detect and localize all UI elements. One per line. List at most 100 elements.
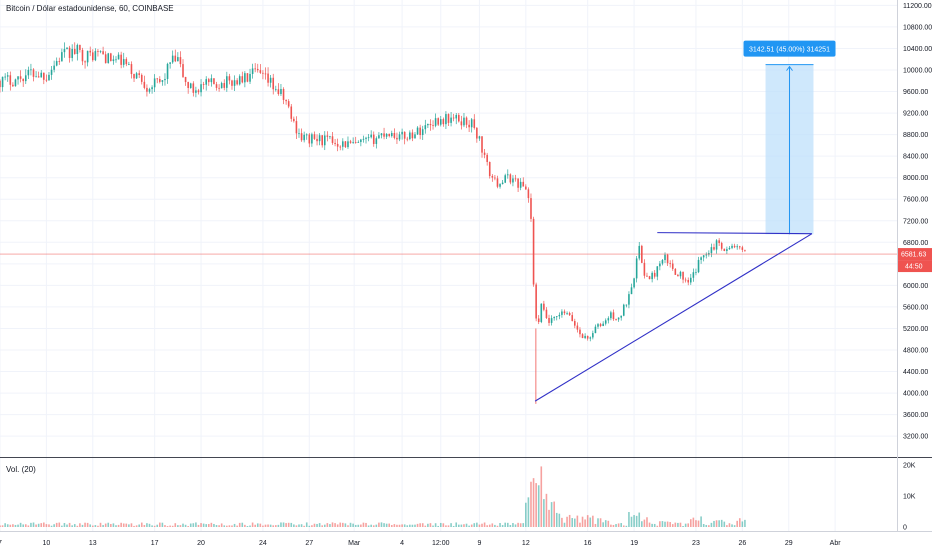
candle-body bbox=[275, 89, 277, 91]
candle-body bbox=[215, 84, 218, 88]
candle-body bbox=[437, 118, 439, 125]
candle-body bbox=[32, 69, 35, 77]
pane-divider[interactable] bbox=[0, 0, 932, 532]
volume-bar bbox=[372, 525, 375, 527]
volume-bar bbox=[189, 523, 192, 527]
volume-bar bbox=[22, 524, 24, 527]
volume-bar bbox=[50, 525, 53, 527]
volume-bar bbox=[164, 525, 166, 527]
volume-bar bbox=[135, 525, 138, 527]
volume-bar bbox=[602, 522, 604, 527]
volume-bar bbox=[282, 522, 285, 527]
candle-body bbox=[566, 312, 568, 314]
candle-body bbox=[153, 78, 156, 88]
candle-body bbox=[164, 78, 166, 81]
candle-body bbox=[37, 76, 40, 78]
volume-bar bbox=[1, 525, 4, 527]
candle-body bbox=[349, 141, 352, 143]
candle-body bbox=[499, 184, 501, 187]
price-candles[interactable] bbox=[0, 42, 746, 404]
time-tick-label: 12 bbox=[522, 540, 530, 547]
volume-bar bbox=[313, 523, 316, 527]
volume-bar bbox=[48, 524, 50, 527]
candle-body bbox=[61, 52, 63, 62]
price-tick-label: 9200.00 bbox=[903, 111, 928, 118]
candle-body bbox=[84, 61, 86, 63]
candle-body bbox=[280, 88, 282, 95]
volume-bar bbox=[460, 524, 463, 527]
volume-bar bbox=[153, 525, 156, 527]
volume-bar bbox=[128, 524, 130, 527]
candle-body bbox=[4, 76, 6, 78]
candle-body bbox=[396, 137, 398, 140]
price-axis[interactable]: 3200.00 3600.00 4000.00 4400.00 4800.00 5200.… bbox=[898, 3, 932, 441]
volume-bar bbox=[494, 524, 496, 527]
volume-bar bbox=[210, 522, 213, 527]
candle-body bbox=[323, 135, 326, 146]
volume-bar bbox=[9, 524, 12, 527]
candle-body bbox=[679, 271, 682, 277]
volume-legend[interactable]: Vol. (20) bbox=[6, 465, 36, 474]
time-axis[interactable]: 7 10 13 17 20 24 27 Mar 4 12:00 9 12 16 19 23 26 29 Abr bbox=[0, 540, 841, 547]
grid-lines bbox=[0, 0, 897, 531]
candle-body bbox=[584, 335, 586, 339]
volume-bar bbox=[24, 524, 27, 527]
volume-bar bbox=[432, 525, 434, 527]
candle-body bbox=[455, 114, 458, 119]
symbol-title[interactable]: Bitcoin / Dólar estadounidense, 60, COIN… bbox=[6, 4, 174, 13]
candle-body bbox=[370, 134, 372, 138]
volume-bar bbox=[259, 523, 262, 527]
candle-body bbox=[548, 317, 550, 323]
volume-bar bbox=[651, 523, 653, 527]
volume-bar bbox=[689, 519, 692, 527]
candle-body bbox=[414, 134, 416, 139]
volume-bar bbox=[445, 525, 447, 527]
candle-body bbox=[311, 134, 313, 144]
volume-bar bbox=[58, 522, 61, 527]
volume-bar bbox=[226, 525, 228, 527]
candle-body bbox=[71, 48, 73, 58]
volume-bar bbox=[298, 524, 300, 527]
volume-bar bbox=[295, 525, 298, 527]
candle-body bbox=[282, 88, 285, 100]
volume-bar bbox=[311, 525, 313, 527]
price-tick-label: 9600.00 bbox=[903, 89, 928, 96]
trendlines[interactable] bbox=[534, 232, 813, 402]
volume-bar bbox=[465, 523, 468, 527]
volume-bar bbox=[202, 523, 205, 527]
candle-body bbox=[728, 247, 731, 250]
candle-body bbox=[249, 73, 251, 82]
price-tick-label: 6800.00 bbox=[903, 240, 928, 247]
candle-body bbox=[553, 316, 555, 319]
candle-body bbox=[241, 76, 244, 83]
volume-bar bbox=[406, 525, 409, 527]
candle-body bbox=[318, 135, 321, 142]
candle-body bbox=[151, 87, 153, 90]
candle-body bbox=[604, 320, 607, 324]
volume-bar bbox=[566, 516, 568, 527]
candle-body bbox=[568, 312, 571, 316]
candle-body bbox=[659, 263, 661, 267]
volume-bar bbox=[620, 523, 622, 527]
candle-body bbox=[390, 133, 393, 137]
volume-bar bbox=[161, 522, 164, 527]
volume-bar bbox=[17, 524, 19, 527]
candle-body bbox=[447, 114, 450, 123]
volume-bar bbox=[458, 524, 460, 527]
price-range-measure[interactable]: 3142.51 (45.00%) 314251 bbox=[743, 40, 836, 235]
volume-bar bbox=[285, 523, 287, 527]
volume-bar bbox=[148, 523, 151, 527]
candle-body bbox=[445, 114, 447, 125]
candle-body bbox=[476, 127, 478, 139]
volume-bar bbox=[336, 524, 339, 527]
candle-body bbox=[159, 79, 161, 82]
candle-body bbox=[715, 240, 718, 250]
volume-bar bbox=[625, 525, 628, 527]
volume-bar bbox=[597, 518, 599, 527]
volume-bar bbox=[385, 523, 388, 527]
candle-body bbox=[677, 274, 679, 277]
volume-bar bbox=[61, 525, 63, 527]
candle-body bbox=[602, 323, 604, 327]
countdown-badge-text: 44:50 bbox=[905, 264, 923, 271]
